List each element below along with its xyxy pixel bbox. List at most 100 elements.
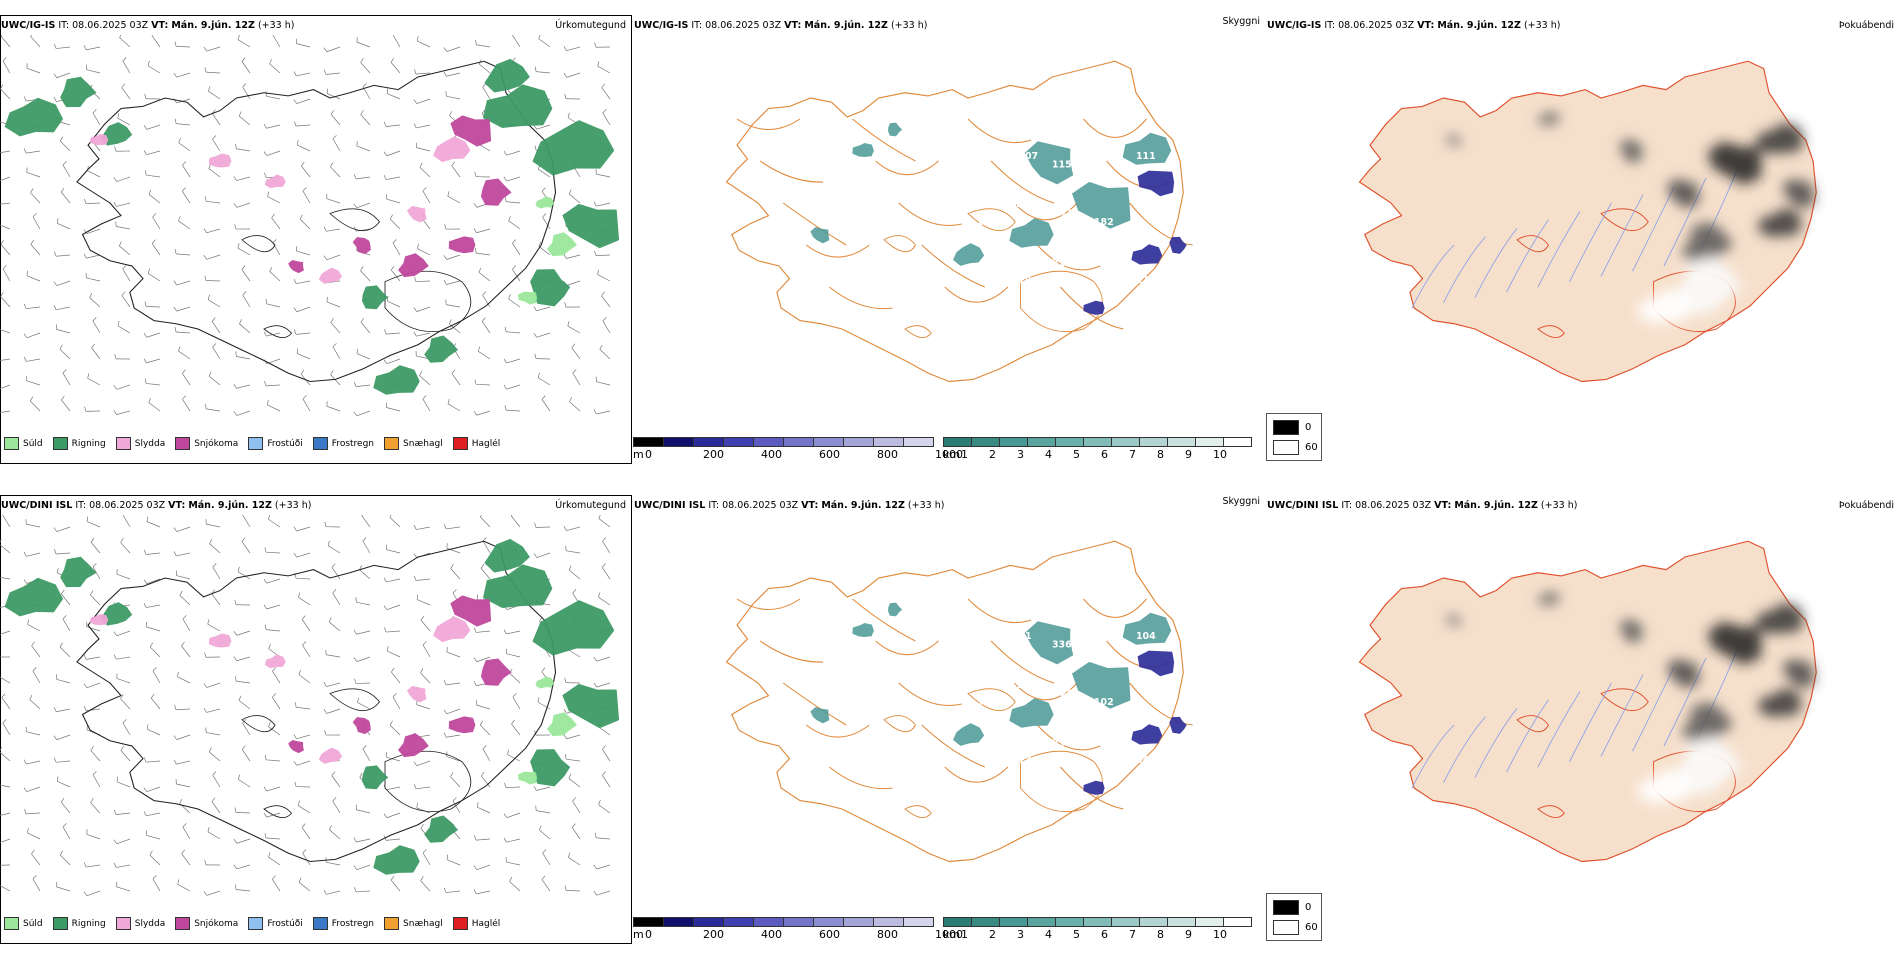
low-visibility-area: [953, 243, 984, 266]
colorbar-unit: m: [633, 448, 644, 461]
wind-barb: [0, 577, 10, 579]
wind-barb: [386, 631, 400, 632]
wind-barb: [57, 735, 70, 740]
wind-barb-flag: [31, 240, 34, 244]
colorbar-tick: 4: [1045, 928, 1052, 941]
wind-barb-flag: [572, 344, 575, 348]
legend-item: Haglél: [453, 917, 501, 930]
wind-barb-flag: [234, 631, 237, 635]
wind-barb-flag: [384, 606, 387, 610]
colorbar-swatch: [971, 917, 999, 927]
wind-barb: [299, 674, 310, 683]
wind-barb-flag: [418, 244, 419, 249]
wind-barb-flag: [324, 682, 327, 686]
wind-barb: [356, 891, 370, 892]
wind-barb-flag: [474, 411, 477, 415]
vt-label: VT:: [801, 500, 818, 511]
wind-barb: [116, 813, 130, 815]
wind-barb-flag: [324, 890, 326, 894]
wind-barb-flag: [384, 152, 387, 156]
wind-barb-flag: [150, 643, 153, 647]
wind-barb: [243, 515, 250, 527]
wind-barb-flag: [595, 833, 596, 838]
wind-barb-flag: [122, 84, 125, 88]
wind-barb: [207, 683, 220, 688]
rain-area: [362, 285, 388, 309]
wind-barb: [329, 830, 340, 839]
wind-barb-flag: [205, 67, 206, 72]
wind-barb-flag: [602, 746, 605, 750]
wind-barb: [326, 229, 340, 231]
cloud-base-label: 13: [1060, 209, 1073, 220]
wind-barb: [390, 725, 400, 735]
wind-barb: [149, 403, 160, 411]
snow-area: [398, 253, 429, 277]
wind-barb: [511, 516, 520, 527]
wind-barb: [117, 839, 130, 844]
vt-label: VT:: [1434, 500, 1451, 511]
wind-barb: [147, 579, 160, 584]
wind-barb: [117, 678, 130, 683]
drizzle-area: [518, 292, 537, 305]
wind-barb-flag: [175, 119, 176, 124]
wind-barb: [0, 752, 10, 761]
wind-barb-flag: [602, 564, 605, 568]
wind-barb: [147, 125, 160, 129]
colorbar-tick: 6: [1101, 928, 1108, 941]
cloud-base-label: 140: [968, 143, 988, 154]
wind-barb-flag: [205, 196, 206, 201]
panel-title: Skyggni: [1222, 496, 1260, 507]
wind-barb: [33, 671, 40, 683]
wind-barb: [333, 593, 340, 605]
fog-legend-label: 0: [1305, 422, 1311, 433]
wind-barb: [539, 39, 550, 47]
wind-barb-flag: [569, 189, 571, 194]
wind-barb: [0, 813, 10, 816]
wind-barb: [0, 89, 10, 99]
glacier-outline: [264, 806, 292, 818]
wind-barb: [147, 359, 160, 363]
panel-header: UWC/DINI ISL IT: 08.06.2025 03Z VT: Mán.…: [634, 500, 944, 511]
legend-swatch: [313, 917, 328, 930]
wind-barb: [93, 775, 100, 787]
wind-barb-flag: [508, 750, 509, 755]
wind-barb-flag: [264, 813, 267, 817]
cloud-base-label: 768: [968, 623, 988, 634]
wind-barb-flag: [0, 540, 1, 545]
wind-barb: [507, 151, 520, 155]
wind-barb-flag: [326, 650, 327, 655]
legend-label: Frostregn: [332, 439, 374, 449]
wind-barb: [477, 229, 490, 233]
wind-barb: [90, 298, 100, 307]
sleet-area: [209, 633, 232, 647]
wind-barb-flag: [31, 188, 34, 192]
wind-barb: [86, 255, 100, 258]
wind-barb-flag: [117, 777, 118, 782]
wind-barb: [446, 683, 460, 685]
wind-barb: [510, 882, 520, 891]
wind-barb-flag: [272, 668, 275, 672]
wind-barb: [27, 787, 40, 792]
wind-barb: [180, 595, 190, 605]
colorbar-swatch: [783, 437, 813, 447]
wind-barb: [598, 597, 610, 605]
wind-barb-flag: [535, 67, 536, 72]
wind-barb: [26, 761, 40, 764]
wind-barb: [331, 114, 340, 125]
wind-barb: [296, 281, 310, 284]
wind-barb-flag: [93, 109, 96, 113]
wind-barb: [542, 880, 550, 891]
fog-legend-swatch: [1273, 900, 1299, 915]
wind-barb-flag: [332, 564, 335, 568]
cloud-base-label: 150: [1102, 143, 1122, 154]
wind-barb: [0, 884, 10, 891]
wind-barb: [390, 219, 400, 229]
colorbar-swatch: [663, 917, 693, 927]
wind-barb: [61, 400, 70, 411]
wind-barb: [537, 333, 550, 337]
wind-barb: [506, 631, 520, 634]
wind-barb: [266, 838, 280, 839]
wind-barb-flag: [534, 553, 537, 557]
wind-barb-flag: [238, 775, 240, 780]
legend-item: Slydda: [116, 917, 165, 930]
